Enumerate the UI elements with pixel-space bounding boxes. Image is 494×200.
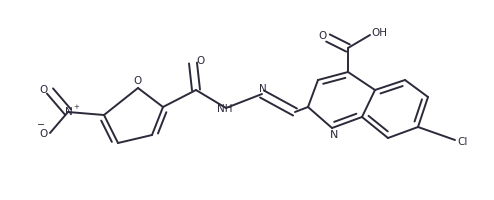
Text: N: N	[330, 130, 338, 140]
Text: N: N	[259, 84, 267, 94]
Text: O: O	[39, 129, 47, 139]
Text: O: O	[39, 85, 47, 95]
Text: O: O	[196, 56, 204, 66]
Text: O: O	[318, 31, 326, 41]
Text: O: O	[133, 76, 141, 86]
Text: OH: OH	[371, 28, 387, 38]
Text: N: N	[65, 107, 73, 117]
Text: +: +	[73, 104, 79, 110]
Text: −: −	[37, 120, 45, 130]
Text: Cl: Cl	[458, 137, 468, 147]
Text: NH: NH	[217, 104, 233, 114]
